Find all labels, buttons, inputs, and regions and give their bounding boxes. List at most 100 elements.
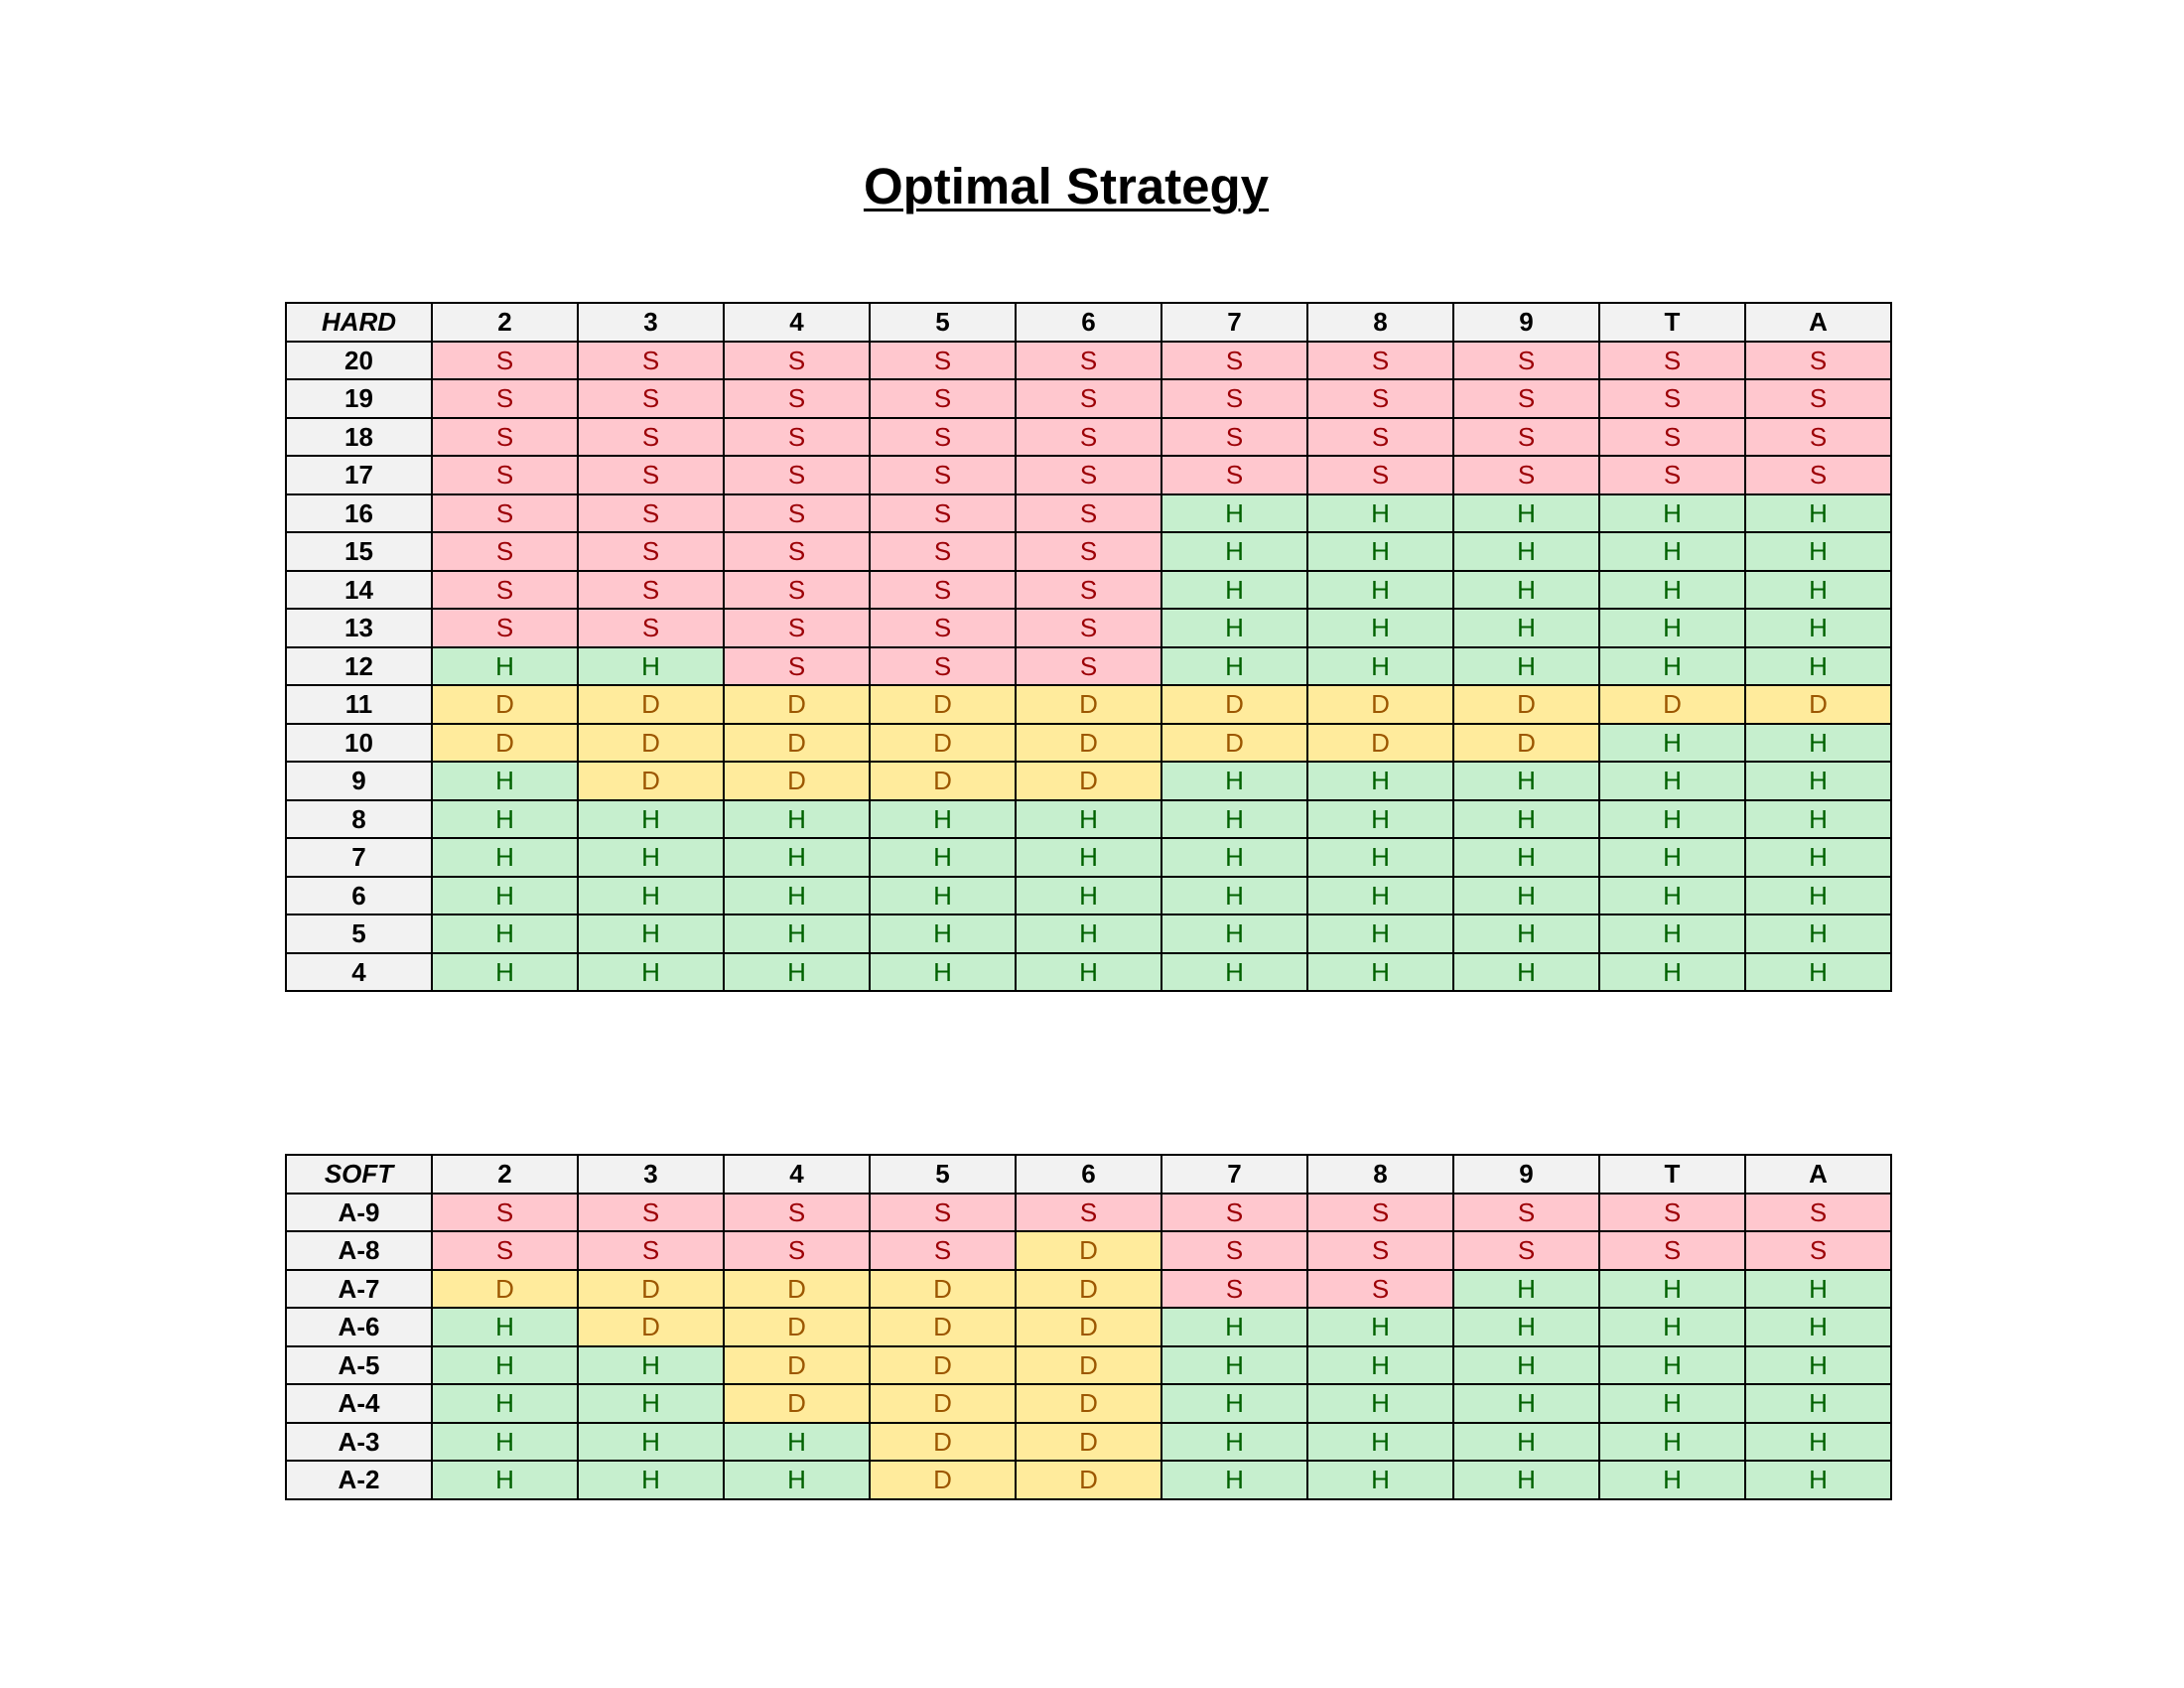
action-cell: H [431, 645, 579, 686]
action-cell: S [1598, 340, 1746, 380]
player-hand-label: A-8 [285, 1230, 433, 1271]
action-cell: H [1015, 951, 1162, 992]
action-cell: H [1452, 645, 1600, 686]
action-cell: S [1015, 569, 1162, 610]
action-cell: H [723, 914, 871, 954]
action-cell: H [1744, 1460, 1892, 1500]
dealer-card-header: 3 [577, 302, 725, 343]
action-cell: S [723, 608, 871, 648]
action-cell: D [869, 722, 1017, 763]
dealer-card-header: 2 [431, 302, 579, 343]
action-cell: S [723, 378, 871, 419]
action-cell: S [1015, 378, 1162, 419]
action-cell: H [1744, 1268, 1892, 1309]
hard-strategy-table: HARD 2 3 4 5 6 7 8 9 T A 20 S S S S S S S S S S 19 S S S S S S S S S S 18… [285, 302, 1892, 992]
action-cell: H [1452, 914, 1600, 954]
action-cell: D [431, 684, 579, 725]
action-cell: D [869, 1383, 1017, 1424]
player-hand-label: 13 [285, 608, 433, 648]
action-cell: H [1306, 798, 1454, 839]
action-cell: D [869, 1460, 1017, 1500]
action-cell: H [1015, 914, 1162, 954]
action-cell: H [1744, 875, 1892, 915]
action-cell: S [577, 1230, 725, 1271]
action-cell: H [577, 837, 725, 878]
action-cell: D [431, 722, 579, 763]
action-cell: S [431, 608, 579, 648]
action-cell: H [1306, 1307, 1454, 1347]
action-cell: D [1015, 1383, 1162, 1424]
player-hand-label: A-9 [285, 1192, 433, 1232]
action-cell: S [1452, 455, 1600, 495]
action-cell: D [577, 684, 725, 725]
player-hand-label: 14 [285, 569, 433, 610]
action-cell: H [1306, 1383, 1454, 1424]
player-hand-label: 7 [285, 837, 433, 878]
action-cell: D [869, 761, 1017, 801]
action-cell: H [1306, 608, 1454, 648]
dealer-card-header: A [1744, 1154, 1892, 1195]
player-hand-label: 16 [285, 492, 433, 533]
action-cell: S [1306, 416, 1454, 457]
action-cell: H [1598, 1383, 1746, 1424]
action-cell: S [1306, 1268, 1454, 1309]
action-cell: S [431, 416, 579, 457]
action-cell: H [431, 761, 579, 801]
dealer-card-header: 7 [1160, 302, 1308, 343]
player-hand-label: 17 [285, 455, 433, 495]
action-cell: H [1452, 608, 1600, 648]
action-cell: S [1015, 1192, 1162, 1232]
action-cell: H [1452, 1307, 1600, 1347]
action-cell: S [869, 645, 1017, 686]
action-cell: S [431, 340, 579, 380]
action-cell: H [869, 875, 1017, 915]
dealer-card-header: T [1598, 302, 1746, 343]
action-cell: H [723, 1460, 871, 1500]
action-cell: D [723, 1344, 871, 1385]
hard-corner-label: HARD [285, 302, 433, 343]
action-cell: H [1744, 569, 1892, 610]
action-cell: S [1306, 340, 1454, 380]
action-cell: H [723, 875, 871, 915]
table-row: A-6 H D D D D H H H H H [285, 1307, 1892, 1347]
action-cell: D [1160, 722, 1308, 763]
action-cell: H [1744, 951, 1892, 992]
action-cell: S [577, 1192, 725, 1232]
action-cell: H [1452, 492, 1600, 533]
action-cell: S [723, 1230, 871, 1271]
action-cell: H [1160, 837, 1308, 878]
action-cell: H [1598, 722, 1746, 763]
action-cell: S [1452, 416, 1600, 457]
action-cell: H [577, 645, 725, 686]
action-cell: S [1598, 378, 1746, 419]
action-cell: S [431, 569, 579, 610]
action-cell: D [577, 1307, 725, 1347]
action-cell: S [1452, 378, 1600, 419]
action-cell: S [723, 569, 871, 610]
action-cell: H [1598, 1344, 1746, 1385]
action-cell: S [869, 1192, 1017, 1232]
player-hand-label: 8 [285, 798, 433, 839]
dealer-card-header: 6 [1015, 302, 1162, 343]
action-cell: H [1452, 1344, 1600, 1385]
action-cell: H [1306, 492, 1454, 533]
table-row: A-5 H H D D D H H H H H [285, 1344, 1892, 1385]
action-cell: H [431, 1307, 579, 1347]
table-row: A-3 H H H D D H H H H H [285, 1421, 1892, 1462]
table-row: 12 H H S S S H H H H H [285, 645, 1892, 686]
action-cell: S [723, 416, 871, 457]
action-cell: S [431, 455, 579, 495]
action-cell: H [577, 914, 725, 954]
dealer-card-header: 5 [869, 302, 1017, 343]
action-cell: D [431, 1268, 579, 1309]
action-cell: S [431, 378, 579, 419]
action-cell: H [1306, 1421, 1454, 1462]
player-hand-label: 6 [285, 875, 433, 915]
action-cell: H [1452, 798, 1600, 839]
action-cell: D [869, 1344, 1017, 1385]
player-hand-label: 20 [285, 340, 433, 380]
action-cell: S [1160, 1230, 1308, 1271]
action-cell: H [723, 798, 871, 839]
